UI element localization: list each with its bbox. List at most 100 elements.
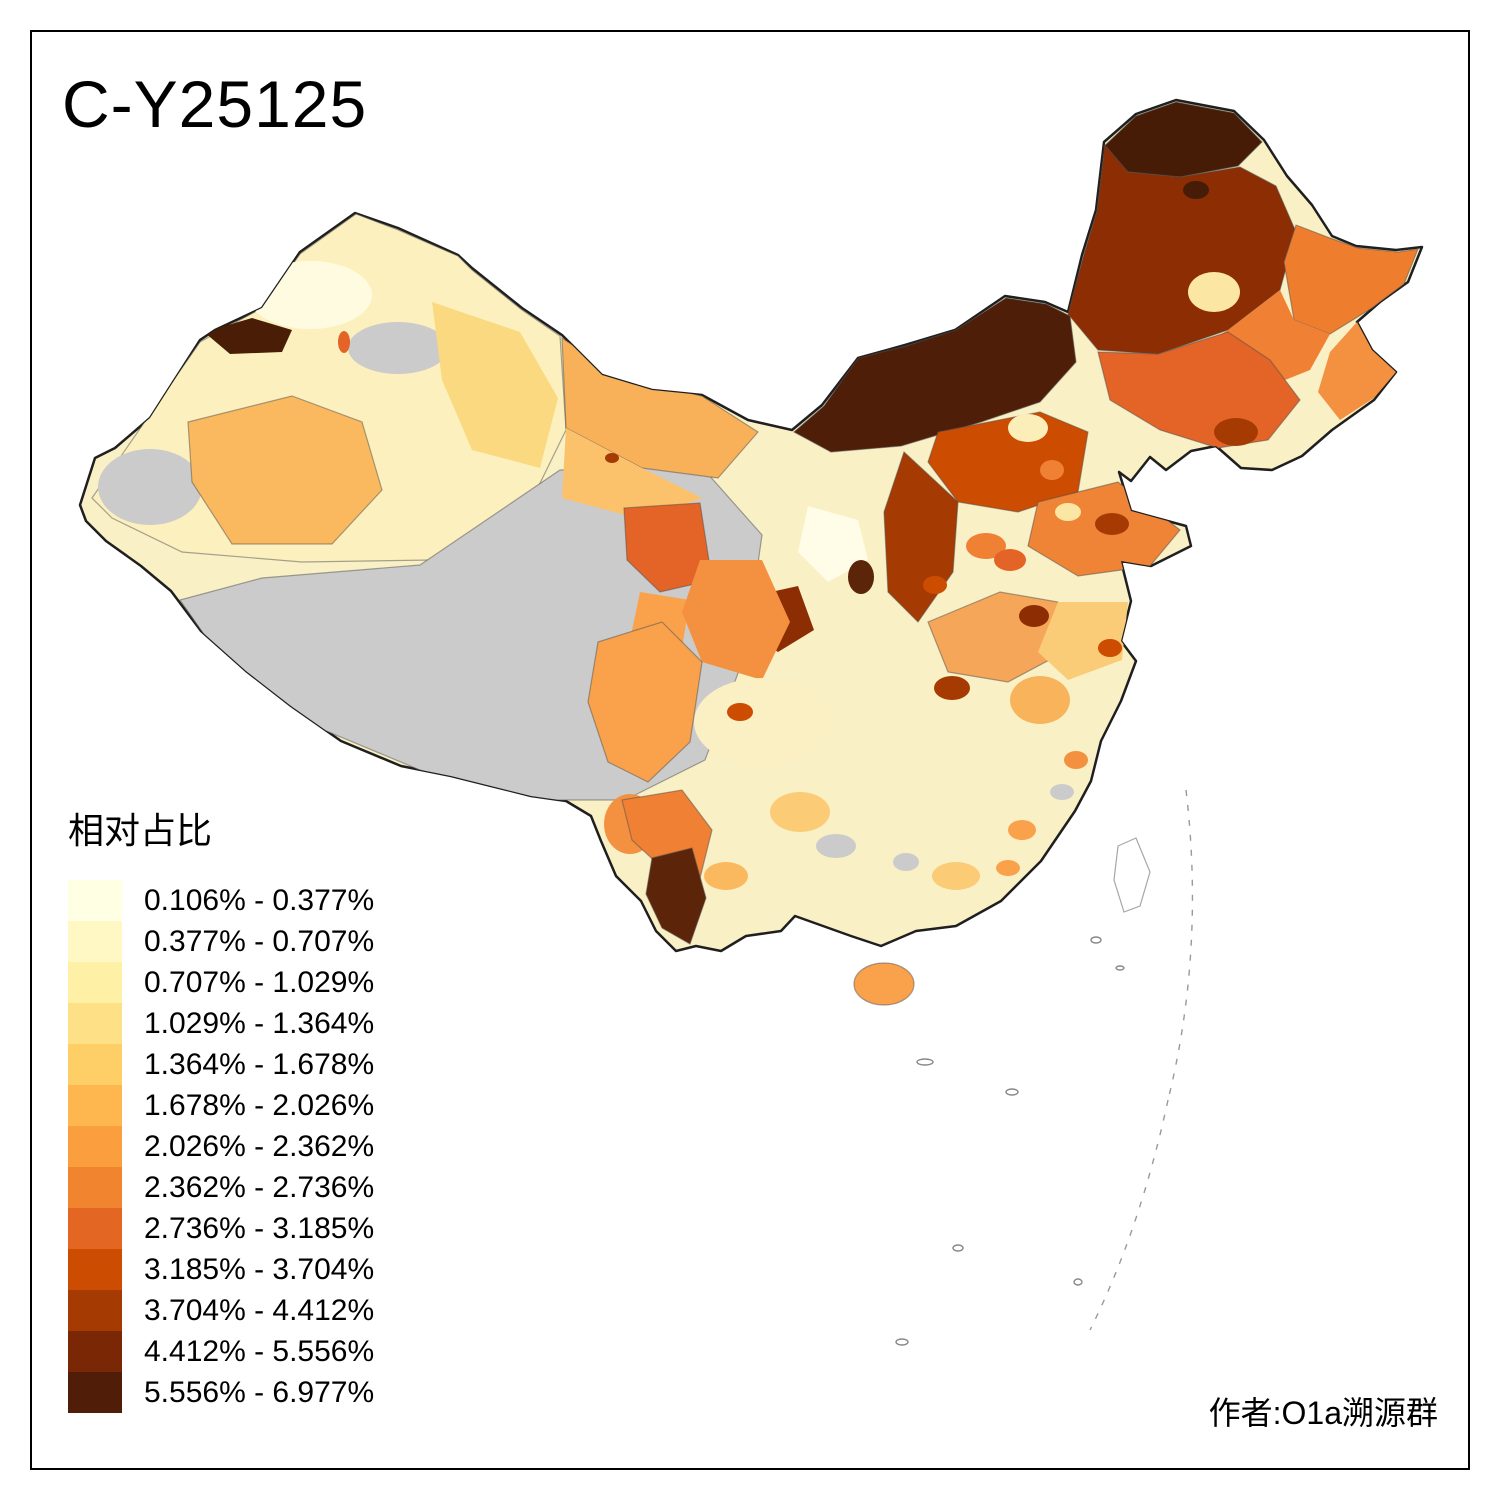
- region-shandong-dark-spot: [1095, 513, 1129, 535]
- sea-islet-3: [952, 1244, 964, 1252]
- region-shanghai-dark-spot: [1098, 639, 1122, 657]
- region-qinghai-orange-block: [623, 502, 713, 593]
- legend-item: 1.029% - 1.364%: [68, 1003, 374, 1044]
- region-shandong-pale-spot: [1055, 503, 1081, 521]
- sea-islet-5: [1073, 1278, 1083, 1286]
- legend-label: 1.364% - 1.678%: [144, 1047, 375, 1081]
- legend-label: 3.185% - 3.704%: [144, 1252, 375, 1286]
- region-south-gray1: [816, 834, 856, 858]
- region-guangdong-orange-spot: [996, 860, 1020, 876]
- legend-swatch: [68, 1249, 122, 1290]
- legend-title: 相对占比: [68, 810, 213, 851]
- region-liaodong-dark: [1214, 418, 1258, 446]
- legend-swatch: [68, 921, 122, 962]
- legend-label: 1.029% - 1.364%: [144, 1006, 375, 1040]
- legend-swatch: [68, 1126, 122, 1167]
- region-north-speckle2: [923, 576, 947, 594]
- region-xinjiang-gray-mid: [348, 322, 448, 374]
- legend-item: 3.185% - 3.704%: [68, 1249, 374, 1290]
- legend-swatch: [68, 1331, 122, 1372]
- region-jilin-orange: [1283, 224, 1419, 335]
- legend-item: 0.377% - 0.707%: [68, 921, 374, 962]
- region-ordos-cream: [798, 506, 868, 582]
- legend-items: 0.106% - 0.377% 0.377% - 0.707% 0.707% - 1…: [68, 880, 374, 1413]
- islands-and-sea-marks: [853, 789, 1194, 1346]
- sea-dash-line-1: [1167, 789, 1194, 1101]
- legend-swatch: [68, 1290, 122, 1331]
- legend: 相对占比 0.106% - 0.377% 0.377% - 0.707% 0.707…: [68, 802, 374, 1413]
- legend-item: 4.412% - 5.556%: [68, 1331, 374, 1372]
- region-xinjiang-tiny-orange: [338, 331, 350, 353]
- region-liaoning-orange: [1097, 331, 1301, 449]
- region-tianjin-orange: [1040, 460, 1064, 480]
- region-south-gray2: [893, 853, 919, 871]
- legend-label: 0.707% - 1.029%: [144, 965, 375, 999]
- legend-swatch: [68, 1208, 122, 1249]
- page-title: C-Y25125: [62, 67, 368, 141]
- region-fujian-orange-spot: [1064, 751, 1088, 769]
- region-yunnan-se-orange: [704, 862, 748, 890]
- legend-item: 2.362% - 2.736%: [68, 1167, 374, 1208]
- region-henan-dark-spot: [1019, 605, 1049, 627]
- legend-item: 1.678% - 2.026%: [68, 1085, 374, 1126]
- choropleth-regions: [91, 101, 1419, 945]
- legend-label: 0.377% - 0.707%: [144, 924, 375, 958]
- region-xinjiang-dark-spot: [204, 318, 292, 354]
- legend-item: 0.707% - 1.029%: [68, 962, 374, 1003]
- legend-item: 2.736% - 3.185%: [68, 1208, 374, 1249]
- region-xinjiang-gray-west: [98, 449, 202, 525]
- region-sichuan-basin-cream: [694, 678, 830, 766]
- legend-label: 1.678% - 2.026%: [144, 1088, 375, 1122]
- region-south-gray3: [1050, 784, 1074, 800]
- legend-item: 0.106% - 0.377%: [68, 880, 374, 921]
- region-gansu-se: [682, 560, 790, 680]
- legend-swatch: [68, 880, 122, 921]
- sea-islet-1: [916, 1058, 934, 1066]
- region-jilin-pale-spot: [1188, 272, 1240, 312]
- legend-swatch: [68, 1003, 122, 1044]
- sea-islet-7: [1115, 965, 1125, 971]
- region-anhui-mix: [1010, 676, 1070, 724]
- region-inner-mongolia-dark: [792, 297, 1077, 453]
- region-sichuan-west-orange: [587, 621, 703, 783]
- legend-label: 2.026% - 2.362%: [144, 1129, 375, 1163]
- region-gansu-dark-dot: [605, 453, 619, 463]
- region-chongqing-orange: [727, 703, 753, 721]
- legend-item: 1.364% - 1.678%: [68, 1044, 374, 1085]
- region-northeast-dark-spot: [1183, 181, 1209, 199]
- sea-islet-4: [895, 1338, 909, 1346]
- island-hainan: [853, 962, 915, 1006]
- legend-swatch: [68, 1044, 122, 1085]
- sea-dash-line-2: [1089, 1099, 1169, 1331]
- region-beijing-pale: [1008, 414, 1048, 442]
- region-gansu-corridor2: [562, 428, 702, 520]
- legend-item: 5.556% - 6.977%: [68, 1372, 374, 1413]
- region-guizhou-pale-orange: [770, 792, 830, 832]
- region-guangxi-pale-orange: [932, 862, 980, 890]
- region-xinjiang-north-cream: [248, 261, 372, 329]
- legend-swatch: [68, 1085, 122, 1126]
- legend-label: 2.736% - 3.185%: [144, 1211, 375, 1245]
- region-hami-pale-orange: [432, 302, 558, 468]
- legend-label: 5.556% - 6.977%: [144, 1375, 375, 1409]
- region-north-speckle1: [966, 533, 1006, 559]
- region-jiangxi-orange-spot: [1008, 820, 1036, 840]
- attribution-text: 作者:O1a溯源群: [1208, 1395, 1438, 1431]
- legend-label: 4.412% - 5.556%: [144, 1334, 375, 1368]
- region-far-east-orange: [1318, 322, 1396, 420]
- legend-item: 3.704% - 4.412%: [68, 1290, 374, 1331]
- sea-islet-6: [1090, 936, 1102, 944]
- legend-swatch: [68, 962, 122, 1003]
- island-taiwan: [1113, 837, 1151, 913]
- legend-item: 2.026% - 2.362%: [68, 1126, 374, 1167]
- region-xinjiang-orange-south: [187, 395, 383, 545]
- legend-swatch: [68, 1167, 122, 1208]
- region-shaanxi-dark-spot: [848, 560, 874, 594]
- legend-label: 0.106% - 0.377%: [144, 883, 375, 917]
- region-yunnan-dark: [645, 847, 707, 945]
- region-central-dark-spot: [934, 676, 970, 700]
- legend-label: 2.362% - 2.736%: [144, 1170, 375, 1204]
- region-hebei-south-orange: [994, 549, 1026, 571]
- legend-swatch: [68, 1372, 122, 1413]
